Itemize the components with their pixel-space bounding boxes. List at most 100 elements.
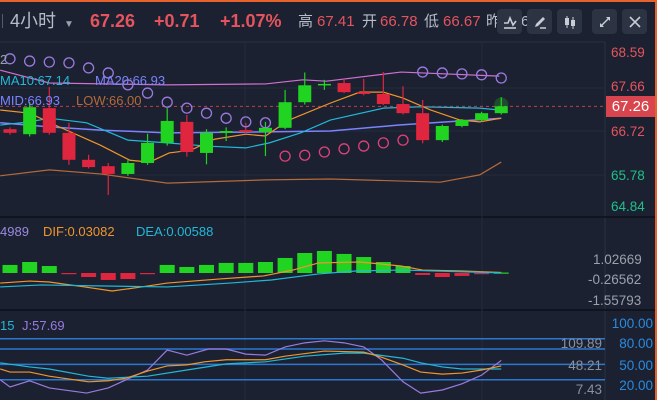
candle-up: [475, 113, 489, 121]
candle-up: [23, 107, 37, 135]
candle-down: [396, 104, 410, 114]
draw-pen-icon: [534, 16, 546, 29]
sar-dot: [377, 137, 390, 149]
legend-low: LOW:66.00: [76, 93, 142, 108]
ma-line: [0, 91, 502, 163]
bollinger-lower-line: [0, 161, 502, 184]
divider: [2, 14, 3, 28]
candle-up: [435, 125, 449, 141]
macd-axis-label: -0.26562: [588, 272, 642, 287]
chevron-down-icon: ▼: [64, 19, 74, 30]
macd-bar: [356, 257, 372, 273]
macd-bar: [454, 273, 470, 276]
macd-bar: [61, 273, 77, 275]
low-value: 66.67: [443, 13, 481, 30]
open-label: 开: [362, 13, 378, 30]
price-axis-label: 65.78: [611, 168, 645, 183]
sar-dot: [259, 117, 272, 129]
legend-dea: DEA:0.00588: [136, 224, 214, 239]
candle-down: [239, 130, 253, 132]
sar-dot: [436, 67, 448, 79]
sar-dot: [4, 53, 16, 65]
candle-down: [62, 132, 76, 160]
sar-dot: [122, 79, 134, 91]
low-label: 低: [424, 13, 440, 30]
period-label: 4小时: [10, 11, 57, 31]
macd-bar: [140, 273, 156, 275]
sar-dot: [82, 62, 95, 74]
sar-dot: [495, 72, 507, 84]
macd-axis-label: 1.02669: [593, 252, 642, 267]
candle-up: [298, 85, 312, 103]
macd-bar: [238, 262, 254, 273]
sar-dot: [456, 68, 468, 80]
candle-up: [317, 83, 331, 86]
price-axis-label: 67.66: [611, 79, 645, 94]
close-icon: [628, 15, 641, 28]
price-axis-label: 64.84: [611, 199, 645, 214]
kdj-range-label: 109.89: [560, 336, 602, 351]
kdj-k-line: [0, 350, 502, 383]
live-glow: [494, 97, 509, 112]
candle-down: [337, 83, 351, 93]
chart-header: 4小时 ▼ 67.26 +0.71 +1.07% 高 67.41 开 66.78 …: [0, 0, 657, 42]
high-label: 高: [298, 13, 314, 30]
candle-down: [3, 129, 17, 133]
kdj-level-label: 50.00: [619, 358, 653, 373]
sar-dot: [63, 57, 75, 69]
candle-up: [455, 120, 469, 126]
macd-bar: [316, 250, 332, 273]
sar-dot: [397, 134, 409, 146]
kdj-d-line: [0, 352, 502, 379]
bollinger-upper-line: [0, 69, 500, 86]
indicator-button[interactable]: [497, 9, 522, 34]
sar-dot: [23, 55, 36, 67]
sar-dot: [358, 140, 370, 152]
chart-type-button[interactable]: [557, 9, 582, 34]
current-price-tag: 67.26: [606, 96, 655, 117]
candle-up: [121, 162, 135, 174]
candle-up: [141, 142, 155, 163]
macd-bar: [81, 273, 97, 278]
mid-line: [0, 117, 502, 134]
close-button[interactable]: [622, 9, 647, 34]
sar-dot: [279, 150, 291, 162]
legend-macd: 4989: [0, 224, 29, 239]
macd-bar: [218, 262, 234, 273]
sar-dot: [299, 149, 311, 161]
sar-dot: [240, 116, 252, 128]
candle-up: [219, 131, 233, 133]
legend-ma20: MA20:66.93: [95, 73, 166, 88]
legend-kdj-j: J:57.69: [22, 318, 65, 333]
price-axis-label: 68.59: [611, 45, 645, 60]
candle-down: [376, 93, 390, 105]
sar-dot: [416, 66, 429, 78]
candle-up: [278, 102, 292, 128]
macd-bar: [257, 261, 273, 273]
macd-bar: [120, 273, 136, 280]
kdj-range-label: 7.43: [575, 382, 602, 397]
macd-axis-label: -1.55793: [588, 293, 642, 308]
macd-bar: [474, 273, 490, 275]
last-price: 67.26: [90, 11, 136, 31]
macd-bar: [41, 266, 57, 273]
draw-button[interactable]: [527, 9, 552, 34]
expand-button[interactable]: [592, 9, 617, 34]
expand-icon: [599, 16, 610, 27]
price-change-pct: +1.07%: [220, 11, 282, 31]
candle-down: [82, 159, 96, 168]
legend-kdj-d: 15: [0, 318, 15, 333]
dif-line: [0, 261, 502, 292]
macd-bar: [2, 264, 18, 273]
legend-mid: MID:66.93: [0, 93, 60, 108]
candle-down: [101, 166, 115, 174]
legend-dif: DIF:0.03082: [43, 224, 115, 239]
macd-bar: [100, 273, 116, 280]
sar-dot: [200, 107, 213, 119]
price-change: +0.71: [154, 11, 200, 31]
sar-dot: [102, 67, 114, 79]
period-selector[interactable]: 4小时 ▼: [10, 10, 74, 36]
macd-bar: [297, 253, 313, 273]
sar-dot: [181, 102, 193, 114]
